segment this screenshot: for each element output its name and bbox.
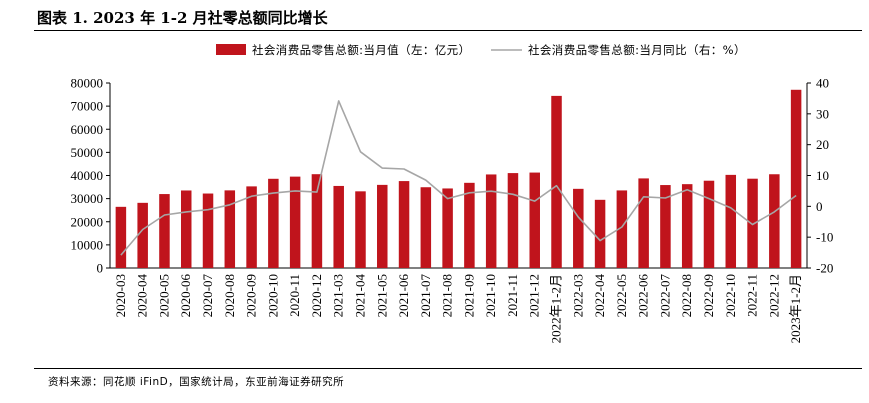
x-tick-label: 2021-11	[505, 274, 520, 317]
chart-title: 图表 1. 2023 年 1-2 月社零总额同比增长	[37, 9, 328, 27]
bar	[355, 191, 366, 268]
bar	[159, 194, 170, 268]
x-tick-label: 2021-12	[527, 274, 542, 317]
x-tick-label: 2020-06	[178, 274, 193, 318]
bar	[246, 186, 257, 268]
left-tick-label: 80000	[71, 76, 104, 91]
x-tick-label: 2021-03	[331, 274, 346, 317]
bar	[507, 173, 519, 268]
x-tick-label: 2022-08	[679, 274, 694, 317]
source-note: 资料来源：同花顺 iFinD，国家统计局，东亚前海证券研究所	[48, 376, 345, 388]
bar	[311, 174, 323, 268]
left-tick-label: 50000	[71, 145, 104, 160]
x-tick-label: 2022年1-2月	[549, 274, 564, 343]
bar	[377, 184, 388, 268]
bar	[398, 181, 410, 268]
bar	[202, 193, 214, 268]
x-tick-label: 2022-04	[592, 274, 607, 318]
x-tick-label: 2020-03	[113, 274, 128, 317]
bar	[551, 95, 562, 268]
bar	[573, 188, 584, 268]
title-bar: 图表 1. 2023 年 1-2 月社零总额同比增长	[34, 4, 862, 31]
bar	[594, 199, 606, 268]
right-tick-label: -10	[816, 230, 833, 245]
left-tick-label: 10000	[71, 237, 104, 252]
left-tick-label: 20000	[71, 214, 104, 229]
yoy-line	[120, 100, 797, 256]
x-tick-label: 2021-08	[440, 274, 455, 317]
right-tick-label: 20	[816, 137, 829, 152]
x-tick-label: 2021-05	[374, 274, 389, 317]
bar	[681, 184, 693, 268]
bar	[725, 174, 737, 268]
x-tick-label: 2020-11	[287, 274, 302, 317]
left-tick-label: 60000	[71, 122, 104, 137]
bar	[289, 176, 301, 268]
x-tick-label: 2023年1-2月	[788, 274, 803, 343]
right-tick-label: 10	[816, 168, 829, 183]
x-tick-label: 2021-04	[352, 274, 367, 318]
bar	[420, 187, 432, 268]
x-tick-label: 2021-07	[418, 274, 433, 318]
chart-area: 社会消费品零售总额:当月值（左：亿元） 社会消费品零售总额:当月同比（右：%） 0 1…	[71, 43, 834, 343]
left-tick-label: 0	[97, 261, 104, 276]
left-tick-label: 30000	[71, 191, 104, 206]
x-tick-label: 2022-06	[636, 274, 651, 318]
bar	[747, 178, 758, 268]
bar	[616, 190, 628, 268]
x-tick-label: 2021-09	[461, 274, 476, 317]
bar	[638, 178, 649, 268]
x-tick-label: 2022-11	[745, 274, 760, 317]
legend-label-line: 社会消费品零售总额:当月同比（右：%）	[528, 43, 746, 57]
legend-swatch-bar	[216, 44, 246, 55]
bar	[333, 185, 344, 268]
x-tick-label: 2020-08	[222, 274, 237, 317]
x-tick-label: 2022-10	[723, 274, 738, 317]
bar	[464, 182, 475, 268]
x-tick-label: 2020-07	[200, 274, 215, 318]
bar	[180, 190, 192, 268]
left-tick-label: 40000	[71, 168, 104, 183]
bar	[224, 190, 236, 268]
bar	[529, 172, 540, 268]
bar	[115, 206, 127, 268]
source-bar: 资料来源：同花顺 iFinD，国家统计局，东亚前海证券研究所	[34, 368, 862, 388]
x-tick-label: 2020-12	[309, 274, 324, 317]
right-tick-label: 40	[816, 76, 829, 91]
x-tick-label: 2020-05	[156, 274, 171, 317]
x-tick-label: 2022-12	[766, 274, 781, 317]
x-tick-label: 2022-09	[701, 274, 716, 317]
legend-label-bar: 社会消费品零售总额:当月值（左：亿元）	[252, 43, 470, 57]
x-tick-label: 2022-07	[657, 274, 672, 318]
left-tick-label: 70000	[71, 99, 104, 114]
bar	[485, 174, 497, 268]
bar	[660, 185, 671, 268]
bar	[137, 202, 148, 268]
x-tick-label: 2021-06	[396, 274, 411, 318]
x-tick-label: 2022-05	[614, 274, 629, 317]
bar	[769, 174, 780, 268]
bar	[268, 178, 279, 268]
bar	[790, 89, 802, 268]
right-tick-label: 30	[816, 106, 829, 121]
x-tick-label: 2021-10	[483, 274, 498, 317]
x-tick-label: 2020-09	[244, 274, 259, 317]
bar	[703, 180, 715, 268]
right-tick-label: 0	[816, 199, 823, 214]
x-tick-label: 2020-04	[135, 274, 150, 318]
x-tick-label: 2022-03	[570, 274, 585, 317]
x-tick-label: 2020-10	[265, 274, 280, 317]
right-tick-label: -20	[816, 261, 833, 276]
bar	[442, 188, 453, 268]
